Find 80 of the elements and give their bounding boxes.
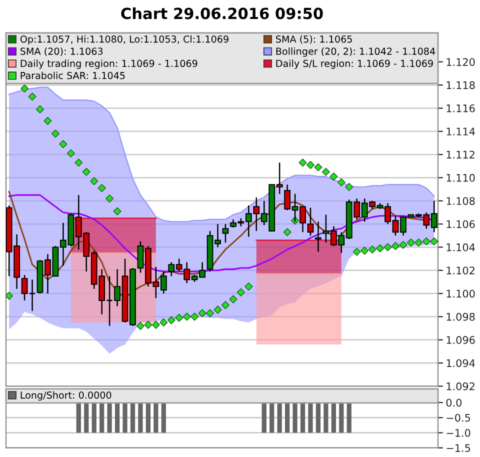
point (422, 237, 430, 246)
point (376, 244, 384, 252)
candlestick (21, 274, 28, 302)
point (152, 320, 160, 329)
point (44, 116, 52, 125)
point (221, 301, 230, 310)
y-tick-label: 1.096 (446, 336, 475, 344)
y-tick-label: 1.118 (446, 81, 475, 90)
point (20, 84, 29, 93)
point (59, 140, 68, 148)
y-tick-label: −0.5 (446, 414, 470, 422)
legend-label: SMA (5): 1.1065 (276, 35, 352, 44)
candlestick (307, 207, 314, 236)
y-tick-label: 1.112 (446, 150, 474, 158)
point (236, 288, 245, 296)
point (314, 163, 322, 172)
y-tick-label: 1.098 (446, 312, 475, 321)
y-tick-label: 1.108 (446, 197, 475, 205)
point (190, 312, 199, 321)
point (98, 184, 106, 192)
point (368, 245, 376, 254)
point (244, 282, 253, 291)
point (36, 105, 44, 114)
point (360, 246, 369, 255)
y-tick-label: 1.116 (446, 104, 475, 112)
point (430, 237, 438, 246)
point (330, 172, 338, 181)
y-tick-label: 1.100 (446, 290, 475, 298)
legend-label: SMA (20): 1.1063 (20, 47, 103, 56)
legend-label: Daily trading region: 1.1069 - 1.1069 (20, 60, 198, 69)
y-tick-label: 1.106 (446, 220, 475, 228)
candlestick (222, 223, 229, 244)
point (66, 149, 75, 158)
y-tick-label: 1.094 (446, 359, 475, 368)
point (384, 243, 392, 252)
point (345, 182, 354, 191)
y-tick-label: 1.104 (446, 243, 475, 252)
y-tick-label: 1.102 (446, 266, 474, 274)
point (74, 158, 83, 167)
point (167, 316, 176, 324)
point (28, 92, 36, 101)
point (391, 242, 400, 250)
legend-label: Long/Short: 0.0000 (20, 391, 112, 401)
point (352, 248, 361, 256)
point (106, 194, 114, 203)
y-tick-label: 1.114 (446, 128, 475, 136)
point (229, 295, 238, 304)
point (160, 318, 168, 326)
point (182, 312, 191, 321)
point (337, 178, 346, 186)
y-tick-label: 1.092 (446, 382, 474, 390)
y-tick-label: −1.0 (446, 428, 470, 437)
point (175, 314, 184, 322)
candlestick (315, 221, 322, 252)
point (414, 238, 423, 247)
legend-label: Parabolic SAR: 1.1045 (20, 72, 125, 80)
y-tick-label: 1.110 (446, 174, 475, 182)
point (399, 240, 408, 249)
legend-label: Bollinger (20, 2): 1.1042 - 1.1084 (276, 47, 436, 57)
point (113, 207, 122, 216)
point (206, 309, 214, 318)
y-tick-label: −1.5 (446, 444, 470, 452)
point (6, 292, 14, 300)
y-tick-label: 0.0 (446, 398, 462, 407)
point (298, 158, 307, 167)
point (198, 309, 206, 318)
point (90, 177, 98, 186)
point (322, 168, 330, 176)
point (283, 228, 292, 236)
legend-label: Daily S/L region: 1.1069 - 1.1069 (276, 60, 433, 69)
point (144, 320, 152, 329)
point (51, 130, 60, 138)
point (82, 168, 90, 176)
point (306, 160, 315, 169)
point (136, 322, 144, 330)
point (406, 238, 415, 247)
chart-title: Chart 29.06.2016 09:50 (121, 7, 323, 20)
legend-label: Op:1.1057, Hi:1.1080, Lo:1.1053, Cl:1.1069 (20, 35, 228, 45)
y-tick-label: 1.120 (446, 58, 475, 66)
point (214, 306, 222, 314)
